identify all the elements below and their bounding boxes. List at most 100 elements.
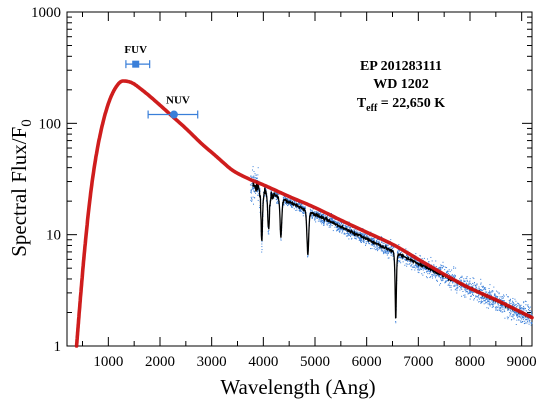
scatter-point: [444, 266, 446, 268]
scatter-point: [391, 246, 393, 248]
scatter-point: [433, 274, 435, 276]
scatter-point: [371, 248, 373, 250]
scatter-point: [503, 306, 505, 308]
scatter-point: [367, 240, 369, 242]
scatter-point: [460, 285, 462, 287]
scatter-point: [284, 201, 286, 203]
scatter-point: [250, 196, 252, 198]
scatter-point: [529, 320, 531, 322]
scatter-point: [291, 201, 293, 203]
scatter-point: [253, 175, 255, 177]
scatter-point: [340, 223, 342, 225]
scatter-point: [331, 220, 333, 222]
scatter-point: [301, 205, 303, 207]
scatter-point: [356, 236, 358, 238]
scatter-point: [464, 280, 466, 282]
scatter-point: [503, 294, 505, 296]
scatter-point: [415, 263, 417, 265]
scatter-point: [340, 229, 342, 231]
scatter-point: [448, 284, 450, 286]
scatter-point: [463, 278, 465, 280]
scatter-point: [411, 257, 413, 259]
scatter-point: [371, 238, 373, 240]
scatter-point: [302, 215, 304, 217]
scatter-point: [517, 305, 519, 307]
scatter-point: [517, 312, 519, 314]
scatter-point: [252, 166, 254, 168]
photometry-label: FUV: [124, 44, 147, 56]
scatter-point: [250, 190, 252, 192]
scatter-point: [257, 190, 259, 192]
scatter-point: [429, 276, 431, 278]
scatter-point: [426, 277, 428, 279]
scatter-point: [322, 220, 324, 222]
scatter-point: [466, 290, 468, 292]
scatter-point: [251, 183, 253, 185]
scatter-point: [250, 175, 252, 177]
scatter-point: [501, 304, 503, 306]
scatter-point: [399, 260, 401, 262]
scatter-point: [442, 279, 444, 281]
y-tick-label: 100: [39, 116, 62, 132]
scatter-point: [254, 197, 256, 199]
scatter-point: [367, 241, 369, 243]
scatter-point: [530, 312, 532, 314]
scatter-point: [442, 279, 444, 281]
scatter-point: [371, 238, 373, 240]
scatter-point: [472, 277, 474, 279]
scatter-point: [261, 246, 263, 248]
scatter-point: [332, 230, 334, 232]
scatter-point: [459, 287, 461, 289]
scatter-point: [376, 247, 378, 249]
scatter-point: [398, 250, 400, 252]
photometry-points: FUV NUV: [124, 44, 199, 119]
scatter-point: [512, 303, 514, 305]
scatter-point: [286, 197, 288, 199]
scatter-point: [424, 266, 426, 268]
scatter-point: [470, 292, 472, 294]
scatter-point: [352, 233, 354, 235]
scatter-point: [489, 301, 491, 303]
scatter-point: [360, 233, 362, 235]
scatter-point: [310, 211, 312, 213]
scatter-point: [386, 251, 388, 253]
scatter-point: [265, 188, 267, 190]
scatter-point: [409, 260, 411, 262]
scatter-point: [406, 265, 408, 267]
scatter-point: [417, 267, 419, 269]
scatter-point: [348, 226, 350, 228]
scatter-point: [321, 219, 323, 221]
scatter-point: [267, 231, 269, 233]
scatter-point: [388, 251, 390, 253]
x-tick-label: 8000: [455, 354, 485, 370]
scatter-point: [462, 286, 464, 288]
scatter-point: [494, 293, 496, 295]
scatter-point: [275, 192, 277, 194]
scatter-point: [358, 231, 360, 233]
scatter-point: [499, 305, 501, 307]
scatter-point: [322, 214, 324, 216]
scatter-point: [253, 187, 255, 189]
scatter-point: [507, 309, 509, 311]
scatter-point: [515, 311, 517, 313]
scatter-point: [528, 321, 530, 323]
scatter-point: [520, 321, 522, 323]
scatter-point: [302, 205, 304, 207]
scatter-point: [253, 177, 255, 179]
scatter-point: [317, 212, 319, 214]
scatter-point: [319, 214, 321, 216]
scatter-point: [324, 219, 326, 221]
scatter-point: [277, 194, 279, 196]
scatter-point: [310, 209, 312, 211]
scatter-point: [454, 285, 456, 287]
scatter-point: [272, 192, 274, 194]
scatter-point: [419, 254, 421, 256]
scatter-point: [519, 305, 521, 307]
scatter-point: [345, 235, 347, 237]
scatter-point: [473, 292, 475, 294]
scatter-point: [444, 282, 446, 284]
scatter-point: [335, 222, 337, 224]
scatter-point: [503, 300, 505, 302]
scatter-point: [454, 275, 456, 277]
scatter-point: [359, 233, 361, 235]
